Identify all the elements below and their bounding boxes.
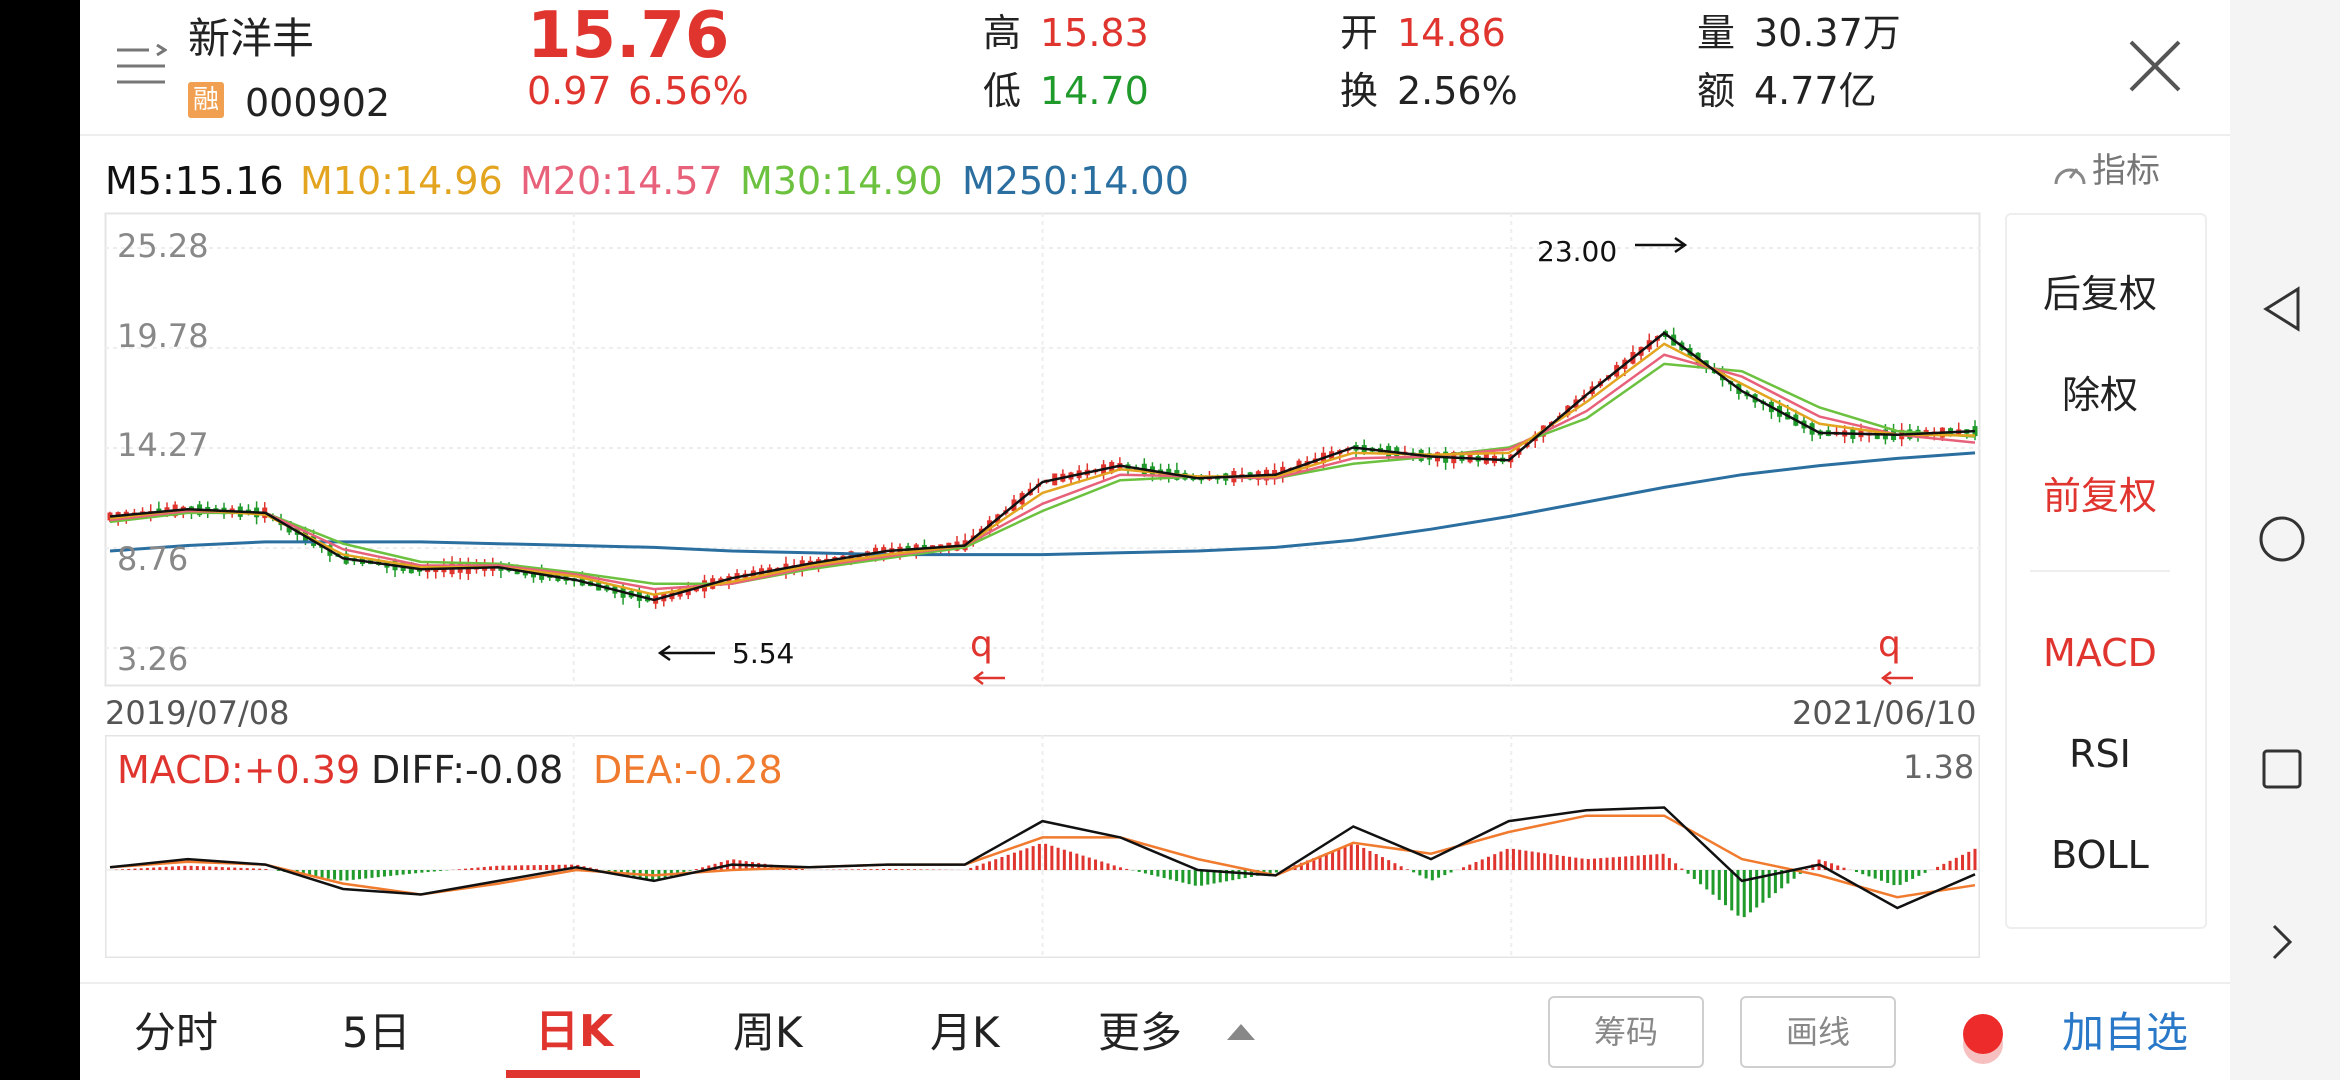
event-mark[interactable]: q [1878,624,1901,665]
low-value: 14.70 [1040,69,1149,113]
high-annotation: 23.00 [1537,235,1618,268]
add-watchlist-button[interactable]: 加自选 [2062,1008,2189,1057]
amount-label: 额 [1697,69,1736,113]
x-end-date: 2021/06/10 [1792,694,1977,732]
menu-icon[interactable] [115,43,168,88]
y-tick: 8.76 [117,540,189,578]
tab-more[interactable]: 更多 [1098,1008,1183,1057]
ma20-line [109,353,1976,591]
high-value: 15.83 [1040,11,1149,55]
nav-recent-icon[interactable] [2262,749,2302,793]
open-value: 14.86 [1397,11,1506,55]
event-arrow-head [1880,671,1892,685]
volume-label: 量 [1697,11,1736,55]
ma10-legend: M10:14.96 [300,159,503,203]
draw-line-button[interactable]: 画线 [1740,996,1896,1068]
caret-up-icon[interactable] [1225,1022,1257,1046]
active-tab-indicator [506,1070,640,1078]
side-menu-divider [2030,570,2170,572]
y-tick: 3.26 [117,640,189,678]
stock-code: 000902 [245,81,391,125]
ma30-line [109,362,1976,585]
ma250-legend: M250:14.00 [962,159,1189,203]
low-label: 低 [983,69,1022,113]
side-item-post-adjust[interactable]: 后复权 [2042,272,2157,316]
side-item-boll[interactable]: BOLL [2051,833,2149,877]
ma5-line [109,331,1976,602]
chip-distribution-button[interactable]: 筹码 [1548,996,1704,1068]
y-tick: 19.78 [117,317,209,355]
open-label: 开 [1340,11,1379,55]
low-annotation: 5.54 [732,637,795,670]
macd-value-label: MACD:+0.39 [117,748,361,792]
nav-back-icon[interactable] [2262,286,2302,336]
stock-name: 新洋丰 [188,14,315,63]
watchlist-dot-icon[interactable] [1958,1008,2008,1068]
header-divider [80,134,2230,136]
y-tick: 25.28 [117,227,209,265]
event-mark[interactable]: q [970,624,993,665]
ma5-legend: M5:15.16 [105,159,284,203]
side-item-pre-adjust[interactable]: 前复权 [2042,474,2157,518]
current-price: 15.76 [527,0,730,73]
dea-value-label: DEA:-0.28 [593,748,783,792]
tab-daily-k[interactable]: 日K [535,1006,614,1057]
y-tick: 14.27 [117,426,209,464]
nav-expand-icon[interactable] [2270,922,2294,966]
ma10-line [109,342,1976,596]
ma250-line [109,451,1976,557]
x-start-date: 2019/07/08 [105,694,290,732]
price-change: 0.97 [527,69,612,113]
turnover-label: 换 [1340,69,1379,113]
kline-chart[interactable]: 25.28 19.78 14.27 8.76 3.26 23.00 5.54 q… [104,212,1981,687]
close-icon[interactable] [2127,38,2183,94]
macd-chart[interactable]: MACD:+0.39 DIFF:-0.08 DEA:-0.28 1.38 [105,735,1980,958]
system-nav-bar [2230,0,2340,1080]
diff-value-label: DIFF:-0.08 [371,748,564,792]
side-item-macd[interactable]: MACD [2043,631,2157,675]
tab-weekly-k[interactable]: 周K [733,1008,803,1057]
gauge-icon [2054,168,2086,185]
event-arrow-head [972,671,984,685]
side-menu [2005,213,2207,929]
tab-5day[interactable]: 5日 [342,1008,411,1057]
macd-max-tick: 1.38 [1903,748,1975,786]
tab-timeshare[interactable]: 分时 [134,1008,219,1057]
indicator-label: 指标 [2092,151,2160,191]
price-change-pct: 6.56% [628,69,749,113]
diff-line [109,806,1976,910]
high-label: 高 [983,11,1022,55]
turnover-value: 2.56% [1397,69,1518,113]
low-arrow-head [657,644,671,662]
volume-value: 30.37万 [1754,11,1901,55]
high-arrow-head [1674,236,1688,254]
bottom-divider [80,982,2230,984]
side-item-rsi[interactable]: RSI [2069,732,2131,776]
ma20-legend: M20:14.57 [520,159,723,203]
amount-value: 4.77亿 [1754,69,1877,113]
side-item-ex-rights[interactable]: 除权 [2061,373,2138,417]
tab-monthly-k[interactable]: 月K [930,1008,1000,1057]
left-black-bar [0,0,80,1080]
margin-badge: 融 [188,82,224,118]
ma30-legend: M30:14.90 [740,159,943,203]
nav-home-icon[interactable] [2258,515,2306,567]
